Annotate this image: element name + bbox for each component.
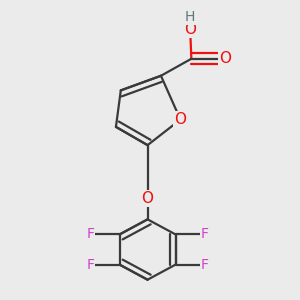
- Text: O: O: [219, 51, 231, 66]
- Text: F: F: [201, 258, 209, 272]
- Text: F: F: [86, 258, 94, 272]
- Text: O: O: [142, 191, 154, 206]
- Text: F: F: [201, 227, 209, 242]
- Text: O: O: [184, 22, 196, 37]
- Text: O: O: [174, 112, 186, 127]
- Text: F: F: [86, 227, 94, 242]
- Text: H: H: [185, 11, 195, 24]
